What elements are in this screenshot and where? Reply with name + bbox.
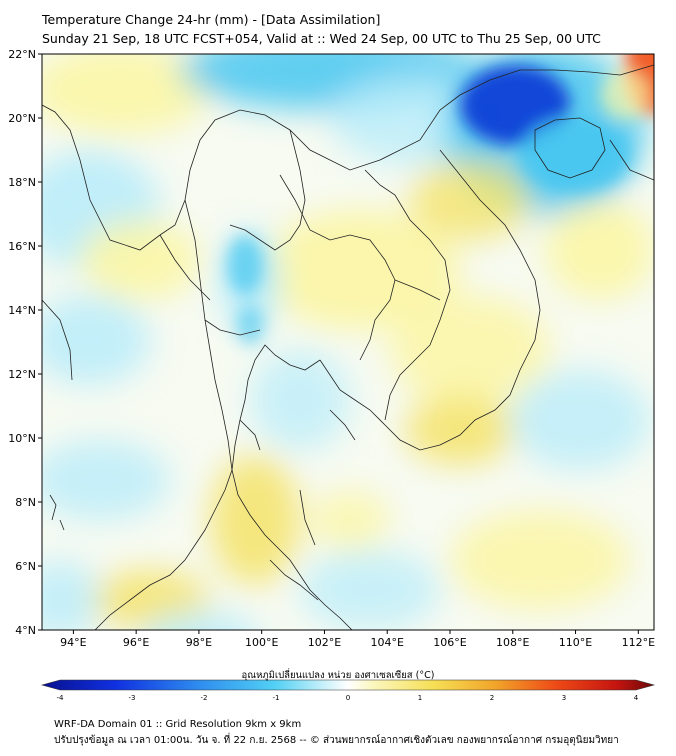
colorbar-tick-label: 1 — [418, 694, 422, 702]
lon-tick-label: 110°E — [559, 636, 592, 649]
lon-tick-label: 98°E — [186, 636, 212, 649]
lat-tick-label: 12°N — [8, 368, 36, 381]
colorbar-tick-label: -1 — [273, 694, 280, 702]
colorbar-tick-label: -4 — [57, 694, 65, 702]
lon-tick-label: 104°E — [371, 636, 404, 649]
lat-tick-label: 6°N — [15, 560, 36, 573]
lon-tick-label: 106°E — [433, 636, 466, 649]
map-subtitle: Sunday 21 Sep, 18 UTC FCST+054, Valid at… — [42, 31, 601, 46]
lat-tick-label: 14°N — [8, 304, 36, 317]
lat-tick-label: 4°N — [15, 624, 36, 637]
colorbar-tick-label: -2 — [201, 694, 208, 702]
lat-tick-label: 10°N — [8, 432, 36, 445]
lat-tick-label: 20°N — [8, 112, 36, 125]
lat-tick-label: 8°N — [15, 496, 36, 509]
map-frame — [41, 53, 655, 631]
colorbar-tick-label: -3 — [129, 694, 136, 702]
lat-tick-label: 22°N — [8, 48, 36, 61]
colorbar-tick-label: 3 — [562, 694, 566, 702]
colorbar-tick-label: 0 — [346, 694, 350, 702]
lon-tick-label: 94°E — [60, 636, 86, 649]
lat-tick-label: 18°N — [8, 176, 36, 189]
longitude-axis: 94°E 96°E 98°E 100°E 102°E 104°E 106°E 108°E 110… — [60, 630, 655, 649]
lon-tick-label: 100°E — [245, 636, 278, 649]
temperature-field — [42, 54, 654, 630]
lon-tick-label: 108°E — [496, 636, 529, 649]
colorbar-tick-label: 2 — [490, 694, 494, 702]
lat-tick-label: 16°N — [8, 240, 36, 253]
lon-tick-label: 96°E — [123, 636, 149, 649]
latitude-axis: 22°N 20°N 18°N 16°N 14°N 12°N 10°N 8°N 6°N 4°N — [8, 48, 42, 637]
model-info: WRF-DA Domain 01 :: Grid Resolution 9km … — [54, 719, 302, 730]
colorbar-tick-label: 4 — [634, 694, 639, 702]
colorbar-label: อุณหภูมิเปลี่ยนแปลง หน่วย องศาเซลเซียส (… — [241, 670, 435, 681]
lon-tick-label: 112°E — [622, 636, 655, 649]
colorbar: -4 -3 -2 -1 0 1 2 3 4 — [40, 679, 656, 702]
update-credit: ปรับปรุงข้อมูล ณ เวลา 01:00น. วัน จ. ที่… — [54, 735, 619, 746]
lon-tick-label: 102°E — [308, 636, 341, 649]
coastlines — [42, 64, 654, 630]
map-title: Temperature Change 24-hr (mm) - [Data As… — [42, 12, 381, 27]
